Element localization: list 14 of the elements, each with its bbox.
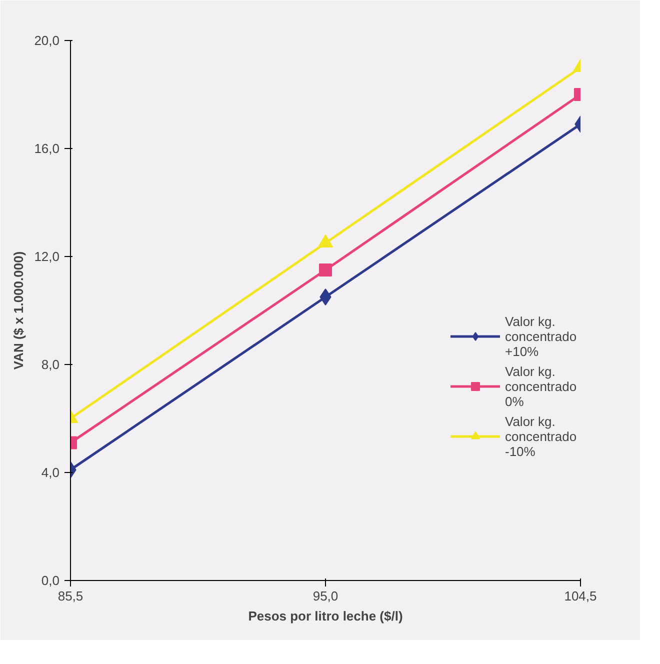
y-tick-label: 0,0: [41, 573, 60, 588]
x-tick-label: 95,0: [312, 588, 338, 604]
y-tick-label: 16,0: [34, 141, 60, 156]
y-axis-title: VAN ($ x 1.000.000): [11, 251, 26, 370]
x-tick-label: 104,5: [564, 588, 597, 604]
legend-label: Valor kg. concentrado -10%: [505, 412, 578, 460]
y-tick-label: 4,0: [41, 465, 60, 480]
x-axis-title: Pesos por litro leche ($/l): [248, 608, 403, 624]
y-tick-label: 8,0: [41, 357, 60, 372]
y-tick-label: 12,0: [34, 249, 60, 264]
legend-label: Valor kg. concentrado +10%: [505, 312, 578, 360]
x-tick-label: 85,5: [58, 588, 84, 604]
y-tick-label: 20,0: [34, 33, 60, 48]
legend-label: Valor kg. concentrado 0%: [505, 362, 578, 410]
